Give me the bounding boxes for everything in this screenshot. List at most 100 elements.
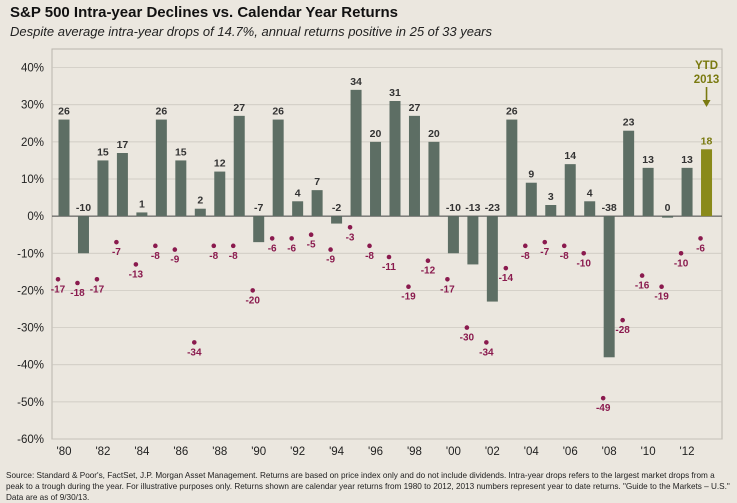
decline-label: -8 — [229, 251, 238, 262]
decline-point — [114, 239, 119, 245]
decline-point — [289, 236, 294, 241]
y-tick-label: -10% — [17, 248, 44, 260]
decline-point — [308, 232, 314, 238]
decline-label: -12 — [421, 266, 436, 277]
decline-label: -6 — [287, 243, 296, 254]
x-tick-label: '02 — [485, 446, 500, 458]
return-bar — [214, 171, 226, 217]
x-tick-label: '12 — [680, 446, 695, 458]
return-bar — [331, 216, 343, 224]
x-tick-label: '98 — [407, 446, 422, 458]
return-label: 4 — [587, 187, 593, 199]
decline-point — [620, 317, 625, 323]
return-label: 7 — [314, 176, 320, 188]
return-bar — [136, 212, 148, 217]
decline-point — [269, 236, 275, 241]
decline-point — [484, 340, 489, 345]
decline-label: -28 — [615, 325, 630, 336]
return-bar — [311, 190, 323, 217]
decline-label: -17 — [440, 284, 455, 295]
return-label: 27 — [233, 102, 245, 114]
return-bar — [623, 130, 635, 217]
chart-title: S&P 500 Intra-year Declines vs. Calendar… — [10, 4, 398, 21]
return-bar — [681, 167, 693, 217]
return-label: 1 — [139, 198, 145, 210]
return-label: -23 — [485, 202, 500, 214]
y-tick-label: -50% — [17, 397, 44, 409]
return-label: 13 — [681, 154, 693, 166]
return-bar — [603, 216, 615, 358]
return-bar — [58, 119, 70, 217]
return-bar — [447, 216, 459, 254]
plot-frame — [51, 48, 723, 440]
ytd-arrow-head — [702, 100, 711, 107]
x-tick-label: '96 — [368, 446, 383, 458]
decline-point — [698, 236, 703, 241]
decline-label: -34 — [479, 347, 494, 358]
decline-point — [639, 273, 645, 278]
x-tick-label: '10 — [641, 446, 656, 458]
return-label: -13 — [465, 202, 480, 214]
decline-label: -34 — [187, 347, 202, 358]
return-bar — [233, 115, 245, 217]
return-bar — [564, 164, 576, 217]
return-bar — [253, 216, 265, 243]
decline-point — [328, 247, 333, 252]
y-tick-label: 10% — [21, 174, 44, 186]
x-tick-label: '84 — [134, 446, 150, 458]
return-bar — [525, 182, 537, 217]
decline-point — [503, 265, 509, 271]
decline-point — [678, 250, 684, 256]
return-bar — [194, 208, 206, 217]
chart-plot: -60% -50% -40% -30% -20% -10% 0% 10% 20% 30% 40% 26… — [17, 48, 723, 458]
x-tick-label: '90 — [251, 446, 266, 458]
return-bar — [97, 160, 109, 217]
return-label: 14 — [564, 150, 576, 162]
decline-label: -49 — [596, 403, 611, 414]
return-bar — [292, 201, 304, 217]
return-label: 27 — [409, 102, 421, 114]
decline-label: -9 — [170, 255, 179, 266]
decline-label: -6 — [268, 243, 277, 254]
return-label: 34 — [350, 76, 362, 88]
x-tick-label: '04 — [524, 446, 540, 458]
ytd-annotation-line2: 2013 — [694, 74, 720, 86]
return-bar — [486, 216, 498, 302]
return-label: 26 — [156, 106, 168, 118]
return-bar — [467, 216, 479, 265]
y-tick-label: -40% — [17, 360, 44, 372]
decline-label: -10 — [576, 258, 591, 269]
return-label: 31 — [389, 87, 401, 99]
return-bar — [701, 149, 713, 217]
return-label: 20 — [428, 128, 440, 140]
decline-point — [600, 395, 606, 401]
decline-label: -5 — [307, 240, 316, 251]
decline-point — [211, 243, 217, 249]
decline-label: -8 — [151, 251, 160, 262]
return-bar — [642, 167, 654, 217]
return-label: 17 — [117, 139, 129, 151]
return-bar — [662, 216, 674, 218]
return-label: 23 — [623, 117, 635, 129]
decline-label: -3 — [346, 232, 355, 243]
decline-label: -20 — [245, 295, 260, 306]
x-tick-label: '94 — [329, 446, 345, 458]
decline-label: -13 — [129, 269, 144, 280]
decline-label: -17 — [51, 284, 66, 295]
y-tick-label: 30% — [21, 100, 44, 112]
y-tick-label: -60% — [17, 434, 44, 446]
return-bar — [428, 141, 440, 217]
return-label: 26 — [506, 106, 518, 118]
return-label: 15 — [97, 146, 109, 158]
return-bar — [175, 160, 187, 217]
decline-point — [522, 243, 528, 249]
return-bar — [584, 201, 596, 217]
y-tick-label: 40% — [21, 63, 44, 75]
x-tick-label: '08 — [602, 446, 617, 458]
return-label: -10 — [76, 202, 91, 214]
return-label: 26 — [58, 106, 70, 118]
decline-point — [386, 254, 392, 260]
decline-point — [347, 224, 353, 230]
decline-label: -10 — [674, 258, 689, 269]
return-bar — [116, 153, 128, 217]
